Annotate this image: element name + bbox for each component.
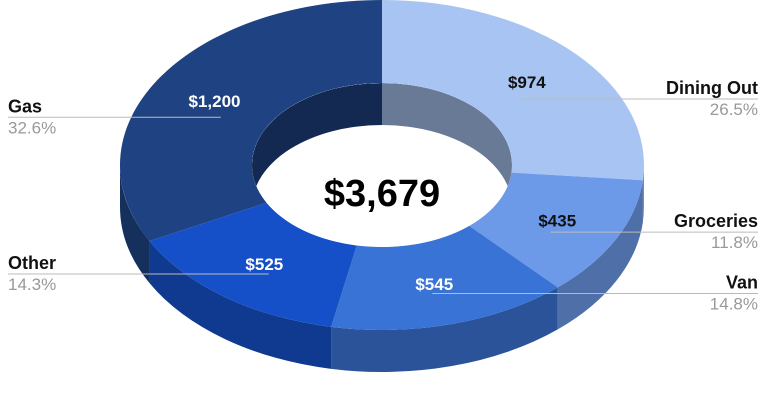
slice-side-van	[331, 287, 558, 373]
callout-leader-lines	[8, 98, 758, 294]
callout-percent: 11.8%	[711, 233, 758, 252]
callout-name: Gas	[8, 96, 42, 116]
callout-name: Van	[726, 273, 758, 293]
slice-value-label: $545	[415, 275, 453, 294]
slice-other	[149, 202, 357, 327]
slice-side-dining-out	[642, 165, 644, 223]
slice-groceries	[469, 172, 643, 288]
slice-value-label: $1,200	[189, 92, 241, 111]
donut-3d-sides	[120, 165, 644, 373]
callout-percent: 26.5%	[710, 100, 758, 119]
callout-name: Groceries	[674, 211, 758, 231]
slice-side-gas	[120, 165, 150, 283]
donut-slices	[120, 0, 644, 331]
slice-van	[331, 225, 558, 331]
inner-wall-gas	[252, 83, 382, 207]
total-label: $3,679	[324, 173, 440, 215]
slice-side-groceries	[557, 180, 643, 330]
inner-wall-dining-out	[382, 83, 512, 207]
slice-side-other	[149, 240, 332, 369]
slice-value-label: $974	[508, 73, 546, 92]
slice-dining-out	[382, 0, 644, 181]
slice-value-label: $525	[245, 255, 283, 274]
callout-percent: 14.8%	[710, 295, 758, 314]
slice-value-labels: $974 $435 $545 $525 $1,200	[189, 73, 577, 294]
callout-name: Dining Out	[666, 78, 758, 98]
slice-gas	[120, 0, 383, 241]
slice-callouts: Dining Out 26.5% Groceries 11.8% Van 14.8% Oth…	[8, 78, 758, 314]
callout-name: Other	[8, 253, 56, 273]
callout-percent: 32.6%	[8, 118, 56, 137]
callout-percent: 14.3%	[8, 275, 56, 294]
slice-value-label: $435	[538, 211, 576, 230]
donut-inner-wall	[252, 83, 512, 247]
